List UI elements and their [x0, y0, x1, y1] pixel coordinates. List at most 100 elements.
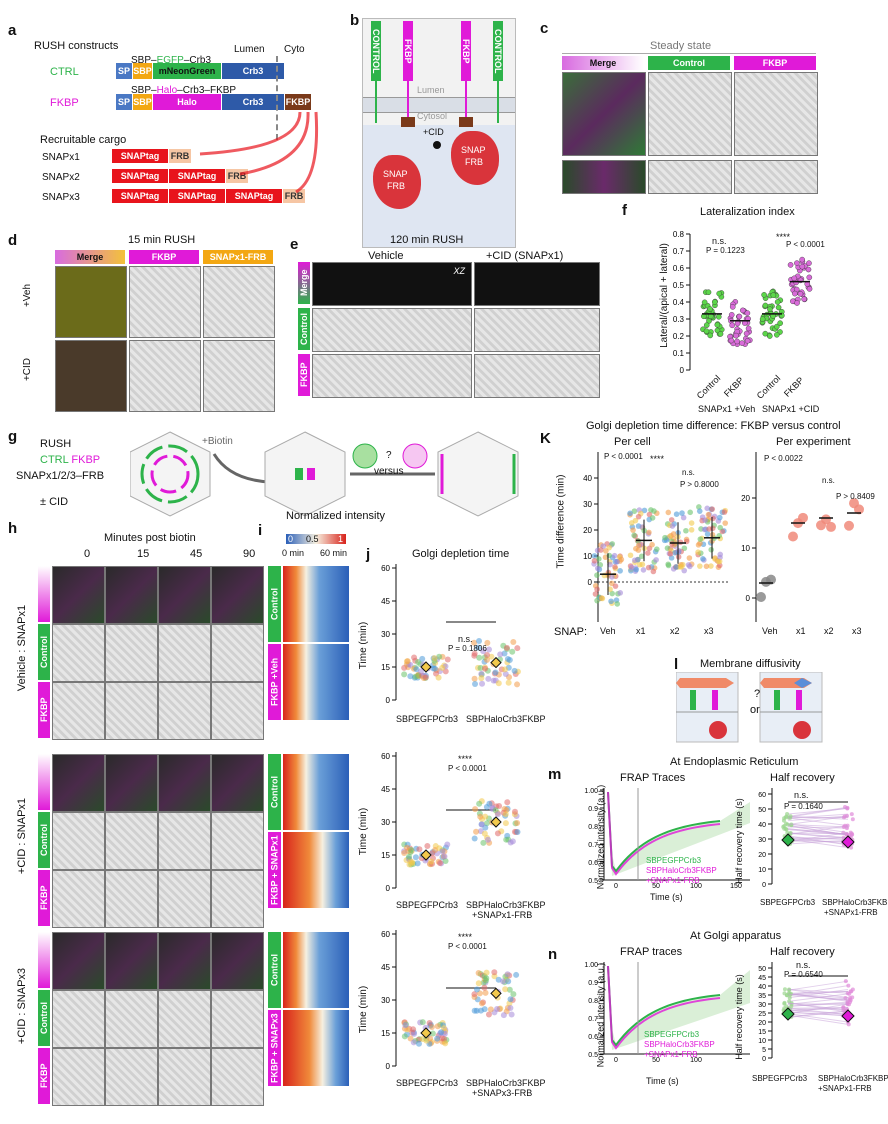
data-point: [436, 653, 443, 660]
data-point: [486, 646, 493, 653]
rush-constructs-title: RUSH constructs: [34, 40, 119, 52]
x-tick-label: 100: [690, 883, 702, 888]
paired-line: [787, 837, 849, 845]
data-point: [841, 1005, 846, 1010]
m-recovery-plot: 0 10 20 30 40 50 60: [758, 788, 855, 888]
y-tick-label: 50: [758, 807, 766, 814]
y-tick-label: 15: [381, 1029, 390, 1038]
timelapse-image: [158, 754, 211, 812]
data-point: [826, 521, 836, 532]
data-point: [635, 542, 642, 549]
data-point: [514, 681, 521, 688]
paired-line: [787, 988, 849, 994]
data-point: [679, 510, 685, 516]
channel-tag: FKBP: [38, 870, 50, 926]
data-point: [514, 828, 521, 835]
x-tick-label: 100: [690, 1057, 702, 1064]
data-point: [475, 644, 482, 651]
y-tick-label: 20: [758, 852, 766, 859]
paired-line: [787, 824, 849, 828]
data-point: [439, 664, 446, 671]
y-tick-label: 20: [758, 1020, 766, 1027]
data-point: [431, 665, 438, 672]
timelapse-image: [211, 990, 264, 1048]
data-point: [703, 328, 710, 335]
snaptag: SNAPtag: [226, 189, 282, 203]
data-point: [688, 520, 695, 526]
data-point: [794, 300, 800, 306]
y-tick-label: 40: [758, 822, 766, 829]
data-point: [708, 563, 714, 569]
y-tick-label: 0: [386, 884, 391, 893]
x-tick-label: 50: [652, 883, 660, 888]
mean-marker: [781, 833, 795, 847]
data-point: [476, 654, 483, 661]
fkbp-domain: FKBP: [285, 94, 311, 110]
data-point: [509, 838, 516, 845]
data-point: [480, 839, 487, 846]
timelapse-image: [52, 812, 105, 870]
data-point: [717, 551, 724, 558]
y-tick-label: 60: [381, 752, 390, 761]
timelapse-image: [211, 932, 264, 990]
e-fkbp-cid: [474, 354, 600, 398]
recruitment-arcs: [199, 111, 319, 194]
fkbp-image: [734, 72, 818, 156]
data-point: [766, 574, 776, 585]
control-tag: CONTROL: [371, 21, 381, 81]
data-point: [798, 512, 808, 523]
data-point: [745, 325, 752, 332]
fkbp-fusion: SBP–Halo–Crb3–FKBP: [131, 85, 237, 96]
e-control-veh: [312, 308, 472, 352]
data-point: [704, 505, 711, 512]
data-point: [500, 1012, 507, 1019]
data-point: [678, 564, 685, 570]
data-point: [791, 275, 798, 282]
data-point: [507, 996, 514, 1003]
mean-marker: [490, 816, 502, 828]
data-point: [481, 984, 488, 991]
data-point: [414, 860, 421, 867]
x-tick-label: 150: [730, 883, 742, 888]
data-point: [485, 675, 492, 682]
panel-a-label: a: [8, 22, 17, 39]
data-point: [785, 993, 790, 998]
data-point: [484, 836, 491, 843]
y-tick-label: 0: [746, 594, 751, 603]
y-tick-label: 0.6: [673, 264, 685, 273]
fkbp-cid-image: [129, 340, 201, 412]
trace-fkbp: [607, 965, 721, 1050]
fkbp-tag: FKBP: [461, 21, 471, 81]
data-point: [497, 651, 504, 658]
data-point: [411, 654, 418, 661]
i-colorbar: [286, 534, 346, 544]
data-point: [744, 338, 751, 344]
data-point: [483, 969, 490, 976]
y-tick-label: 50: [758, 966, 766, 973]
data-point: [471, 835, 478, 842]
y-tick-label: 15: [381, 851, 390, 860]
timelapse-image: [52, 870, 105, 928]
timelapse-image: [52, 932, 105, 990]
merge-veh-image: [55, 266, 127, 338]
data-point: [806, 260, 812, 266]
heatmap: [283, 832, 349, 908]
data-point: [502, 811, 509, 818]
data-point: [845, 805, 850, 810]
data-point: [442, 1040, 449, 1047]
data-point: [640, 567, 647, 573]
ci-band: [608, 966, 750, 1050]
data-point: [611, 552, 618, 559]
y-tick-label: 40: [583, 474, 592, 483]
data-point: [509, 648, 516, 655]
y-tick-label: 45: [381, 963, 390, 972]
heatmap-row-tag: FKBP + SNAPx3: [268, 1010, 281, 1086]
data-point: [775, 304, 782, 311]
data-point: [436, 860, 443, 867]
y-tick-label: 30: [381, 818, 390, 827]
data-point: [508, 1011, 515, 1018]
data-point: [669, 523, 676, 529]
timelapse-image: [158, 1048, 211, 1106]
data-point: [505, 978, 512, 985]
channel-tag: Control: [38, 990, 50, 1046]
